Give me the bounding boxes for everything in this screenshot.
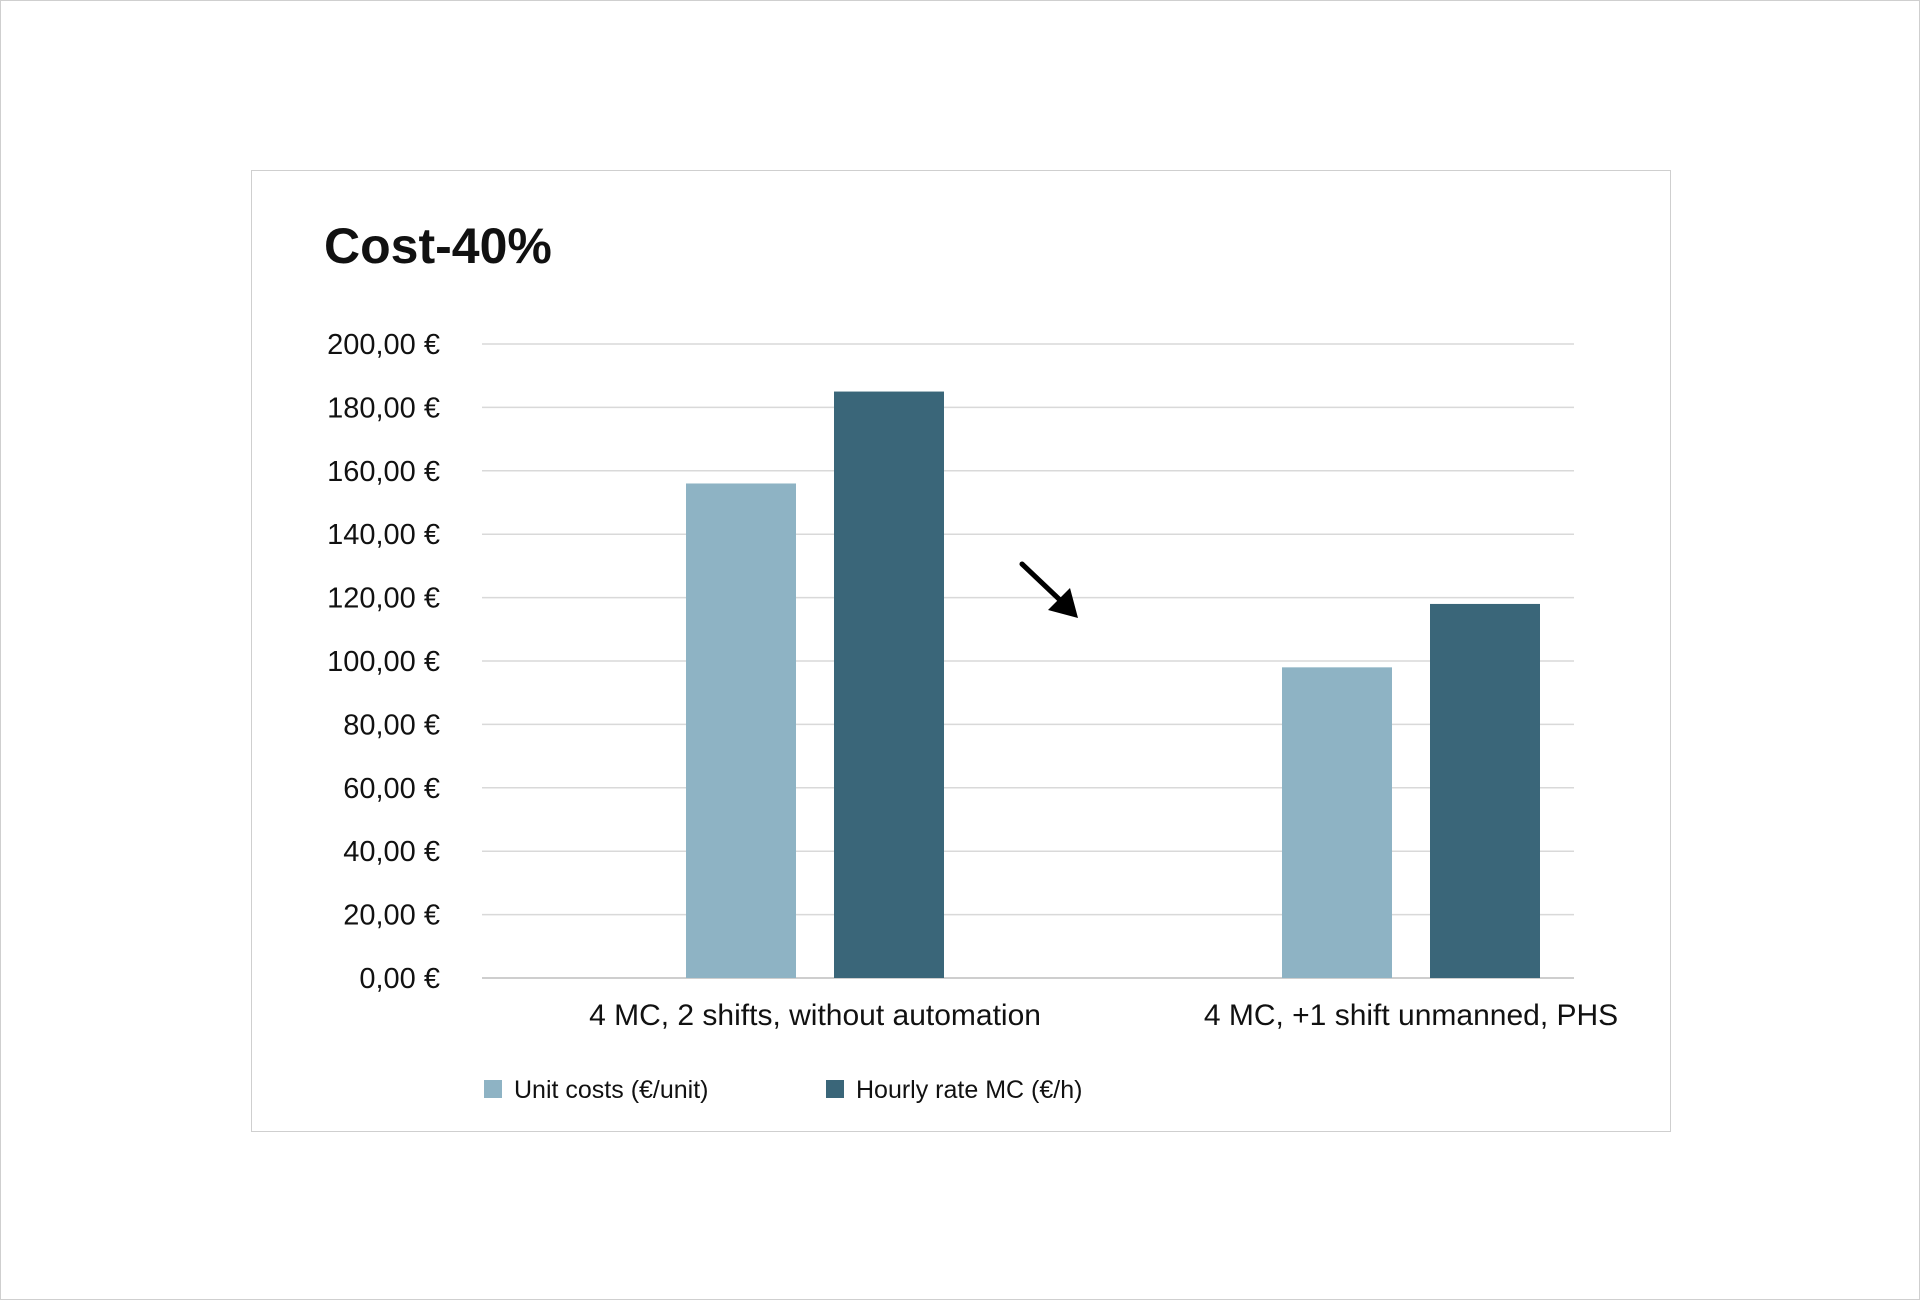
y-tick-label: 100,00 €	[327, 646, 440, 678]
y-tick-label: 80,00 €	[343, 709, 440, 741]
y-tick-label: 120,00 €	[327, 583, 440, 615]
arrow-head	[1048, 588, 1078, 618]
legend: Unit costs (€/unit) Hourly rate MC (€/h)	[484, 1076, 1082, 1104]
chart-card: Cost-40% 0,00 € 20,00 € 40,00 € 60,00 € 80,0…	[251, 170, 1671, 1132]
arrow-shaft	[1019, 561, 1063, 603]
legend-swatch	[826, 1080, 844, 1098]
gridlines	[482, 343, 1574, 979]
y-tick-label: 180,00 €	[327, 392, 440, 424]
y-tick-label: 40,00 €	[343, 836, 440, 868]
x-category-label: 4 MC, +1 shift unmanned, PHS	[1204, 999, 1618, 1032]
trend-arrow-icon	[1019, 561, 1078, 618]
y-tick-label: 200,00 €	[327, 329, 440, 361]
y-tick-label: 60,00 €	[343, 773, 440, 805]
bar-unit-costs-2	[1282, 667, 1392, 978]
bar-unit-costs-1	[686, 483, 796, 978]
bars	[686, 391, 1540, 978]
chart-title: Cost-40%	[324, 218, 552, 274]
bar-chart: Cost-40% 0,00 € 20,00 € 40,00 € 60,00 € 80,0…	[324, 218, 1618, 1104]
legend-label: Unit costs (€/unit)	[514, 1076, 709, 1104]
y-tick-label: 160,00 €	[327, 456, 440, 488]
legend-label: Hourly rate MC (€/h)	[856, 1076, 1082, 1104]
bar-hourly-rate-2	[1430, 603, 1540, 978]
y-tick-label: 20,00 €	[343, 900, 440, 932]
y-tick-label: 140,00 €	[327, 519, 440, 551]
y-tick-label: 0,00 €	[359, 963, 440, 995]
legend-swatch	[484, 1080, 502, 1098]
y-axis-ticks: 0,00 € 20,00 € 40,00 € 60,00 € 80,00 € 100,00…	[327, 329, 440, 995]
x-category-label: 4 MC, 2 shifts, without automation	[589, 999, 1041, 1032]
x-axis-categories: 4 MC, 2 shifts, without automation 4 MC, …	[589, 999, 1618, 1032]
bar-hourly-rate-1	[834, 391, 944, 978]
